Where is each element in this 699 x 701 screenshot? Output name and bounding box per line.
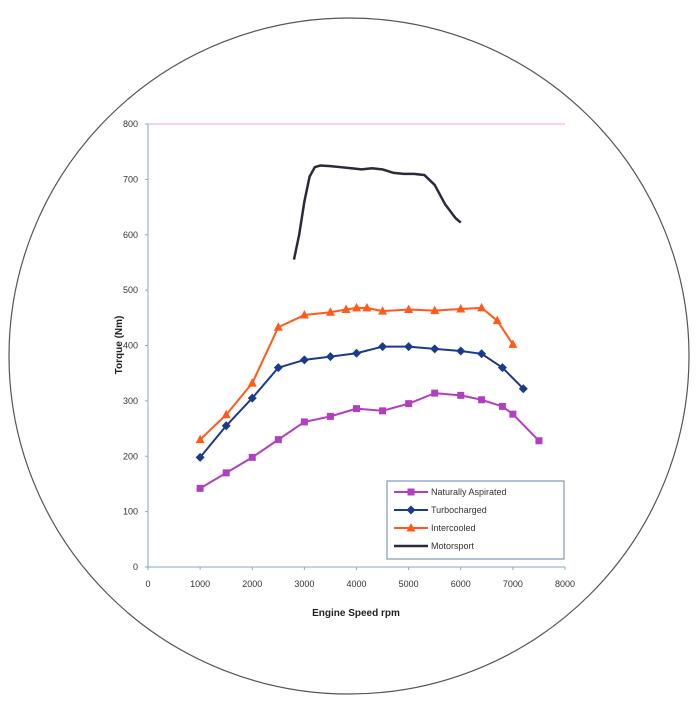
data-point-turbocharged bbox=[378, 342, 388, 352]
series-intercooled bbox=[195, 302, 518, 444]
legend-label-turbocharged: Turbocharged bbox=[431, 505, 487, 515]
data-point-turbocharged bbox=[477, 349, 487, 359]
data-point-intercooled bbox=[492, 315, 502, 325]
data-point-intercooled bbox=[195, 434, 205, 444]
data-point-intercooled bbox=[430, 305, 440, 315]
series-motorsport bbox=[292, 164, 462, 260]
x-tick-label: 7000 bbox=[503, 579, 523, 589]
y-tick-label: 700 bbox=[123, 174, 138, 184]
series-line-motorsport bbox=[292, 164, 462, 260]
legend-label-intercooled: Intercooled bbox=[431, 523, 476, 533]
x-tick-label: 8000 bbox=[555, 579, 575, 589]
y-tick-label: 0 bbox=[133, 562, 138, 572]
data-point-turbocharged bbox=[221, 421, 231, 431]
data-point-turbocharged bbox=[273, 363, 283, 373]
data-point-naturally-aspirated bbox=[509, 410, 517, 418]
data-point-intercooled bbox=[273, 322, 283, 331]
data-point-turbocharged bbox=[456, 346, 466, 356]
data-point-intercooled bbox=[325, 307, 335, 316]
x-axis-title: Engine Speed rpm bbox=[312, 608, 400, 619]
data-point-turbocharged bbox=[247, 393, 257, 403]
data-point-intercooled bbox=[299, 310, 309, 319]
data-point-intercooled bbox=[341, 304, 351, 314]
legend-marker-naturally-aspirated bbox=[407, 488, 415, 496]
legend-marker-turbocharged bbox=[406, 505, 416, 515]
data-point-turbocharged bbox=[518, 384, 528, 394]
x-tick-label: 1000 bbox=[190, 579, 210, 589]
data-point-intercooled bbox=[247, 378, 257, 387]
x-tick-label: 5000 bbox=[399, 579, 419, 589]
data-point-turbocharged bbox=[430, 344, 440, 354]
data-point-intercooled bbox=[378, 306, 388, 315]
series-line-naturally-aspirated bbox=[199, 392, 540, 490]
data-point-naturally-aspirated bbox=[353, 405, 360, 413]
data-point-intercooled bbox=[456, 303, 466, 313]
data-point-turbocharged bbox=[325, 352, 335, 362]
y-tick-label: 100 bbox=[123, 507, 138, 517]
data-point-naturally-aspirated bbox=[196, 484, 204, 492]
y-tick-label: 500 bbox=[123, 285, 138, 295]
data-point-naturally-aspirated bbox=[405, 400, 413, 408]
y-tick-label: 200 bbox=[123, 451, 138, 461]
x-tick-group: 0 1000 2000 3000 4000 5000 6000 7000 8000 bbox=[145, 567, 575, 589]
series-line-turbocharged bbox=[199, 345, 525, 458]
data-point-turbocharged bbox=[299, 355, 309, 365]
data-point-naturally-aspirated bbox=[326, 412, 334, 420]
x-tick-label: 6000 bbox=[451, 579, 471, 589]
legend: Naturally Aspirated Turbocharged Intercool… bbox=[386, 480, 565, 560]
y-tick-label: 600 bbox=[123, 230, 138, 240]
x-tick-label: 2000 bbox=[242, 579, 262, 589]
series-turbocharged bbox=[195, 342, 528, 462]
series-group bbox=[195, 164, 543, 492]
data-point-naturally-aspirated bbox=[274, 436, 282, 444]
data-point-intercooled bbox=[477, 302, 487, 312]
data-point-naturally-aspirated bbox=[457, 391, 465, 399]
data-point-naturally-aspirated bbox=[300, 418, 308, 426]
data-point-intercooled bbox=[352, 302, 361, 312]
data-point-turbocharged bbox=[497, 363, 507, 373]
legend-label-naturally-aspirated: Naturally Aspirated bbox=[431, 487, 507, 497]
data-point-intercooled bbox=[221, 409, 231, 419]
y-tick-label: 400 bbox=[123, 341, 138, 351]
data-point-naturally-aspirated bbox=[431, 389, 439, 397]
circular-frame bbox=[8, 17, 690, 695]
y-tick-label: 300 bbox=[123, 396, 138, 406]
data-point-naturally-aspirated bbox=[379, 407, 387, 415]
data-point-intercooled bbox=[508, 339, 518, 348]
data-point-turbocharged bbox=[195, 452, 205, 462]
x-tick-label: 4000 bbox=[346, 579, 366, 589]
series-naturally-aspirated bbox=[196, 389, 543, 492]
y-tick-label: 800 bbox=[123, 119, 138, 129]
data-point-naturally-aspirated bbox=[478, 396, 486, 404]
data-point-intercooled bbox=[362, 302, 372, 312]
data-point-naturally-aspirated bbox=[498, 402, 506, 410]
legend-label-motorsport: Motorsport bbox=[431, 541, 475, 551]
x-tick-label: 0 bbox=[145, 579, 150, 589]
x-tick-label: 3000 bbox=[294, 579, 314, 589]
data-point-intercooled bbox=[404, 304, 414, 314]
data-point-naturally-aspirated bbox=[535, 437, 543, 445]
y-tick-group: 0 100 200 300 400 500 600 700 800 bbox=[123, 119, 148, 572]
legend-marker-intercooled bbox=[406, 523, 416, 532]
data-point-naturally-aspirated bbox=[248, 453, 256, 461]
data-point-turbocharged bbox=[352, 348, 361, 358]
y-axis-title: Torque (Nm) bbox=[114, 316, 125, 375]
series-line-intercooled bbox=[199, 306, 514, 441]
data-point-naturally-aspirated bbox=[222, 469, 230, 477]
data-point-turbocharged bbox=[404, 342, 414, 352]
